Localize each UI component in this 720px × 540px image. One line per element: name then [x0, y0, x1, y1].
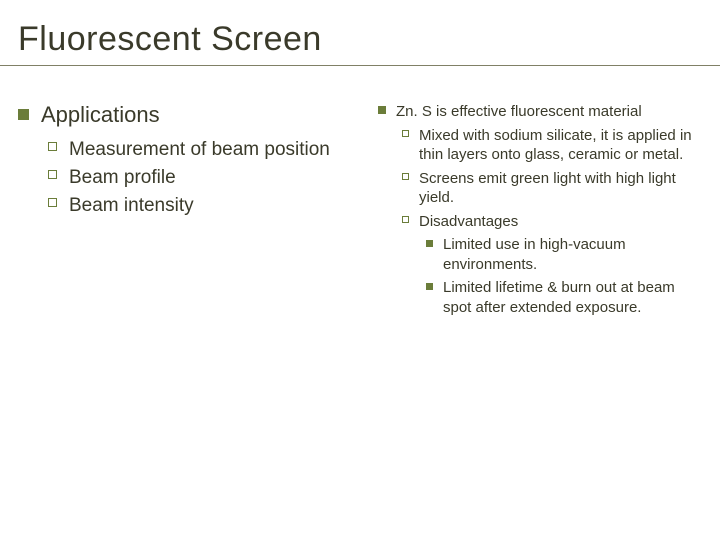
- square-bullet-icon: [426, 240, 433, 247]
- right-column: Zn. S is effective fluorescent material …: [378, 102, 702, 321]
- applications-heading: Applications: [18, 102, 338, 128]
- list-item: Limited use in high-vacuum environments.: [426, 235, 702, 274]
- heading-text: Applications: [41, 102, 160, 128]
- item-text: Measurement of beam position: [69, 138, 330, 162]
- list-item: Disadvantages: [402, 212, 702, 232]
- square-outline-bullet-icon: [402, 130, 409, 137]
- list-item: Measurement of beam position: [48, 138, 338, 162]
- item-text: Limited use in high-vacuum environments.: [443, 235, 702, 274]
- item-text: Beam intensity: [69, 194, 194, 218]
- square-bullet-icon: [378, 106, 386, 114]
- square-bullet-icon: [18, 109, 29, 120]
- list-item: Limited lifetime & burn out at beam spot…: [426, 278, 702, 317]
- item-text: Mixed with sodium silicate, it is applie…: [419, 126, 702, 165]
- square-outline-bullet-icon: [402, 216, 409, 223]
- square-bullet-icon: [426, 283, 433, 290]
- zns-heading: Zn. S is effective fluorescent material: [378, 102, 702, 122]
- item-text: Screens emit green light with high light…: [419, 169, 702, 208]
- item-text: Limited lifetime & burn out at beam spot…: [443, 278, 702, 317]
- slide-title: Fluorescent Screen: [18, 20, 702, 59]
- item-text: Disadvantages: [419, 212, 518, 232]
- heading-text: Zn. S is effective fluorescent material: [396, 102, 642, 122]
- item-text: Beam profile: [69, 166, 176, 190]
- square-outline-bullet-icon: [402, 173, 409, 180]
- content-area: Applications Measurement of beam positio…: [0, 66, 720, 321]
- list-item: Screens emit green light with high light…: [402, 169, 702, 208]
- title-area: Fluorescent Screen: [0, 0, 720, 66]
- left-column: Applications Measurement of beam positio…: [18, 102, 338, 321]
- list-item: Beam profile: [48, 166, 338, 190]
- square-outline-bullet-icon: [48, 142, 57, 151]
- list-item: Mixed with sodium silicate, it is applie…: [402, 126, 702, 165]
- square-outline-bullet-icon: [48, 170, 57, 179]
- list-item: Beam intensity: [48, 194, 338, 218]
- square-outline-bullet-icon: [48, 198, 57, 207]
